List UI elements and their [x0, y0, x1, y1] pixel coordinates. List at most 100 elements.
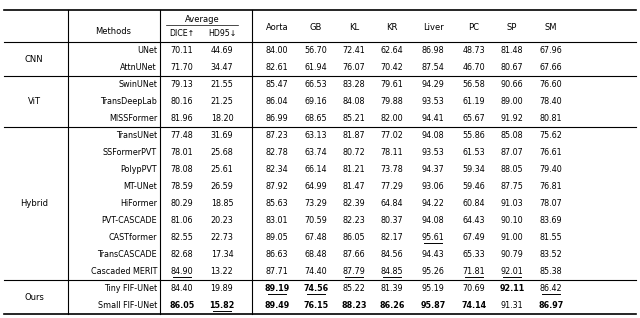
Text: Average: Average: [184, 15, 220, 24]
Text: 21.25: 21.25: [211, 97, 234, 106]
Text: 94.29: 94.29: [422, 80, 444, 89]
Text: SwinUNet: SwinUNet: [118, 80, 157, 89]
Text: 74.14: 74.14: [461, 301, 486, 310]
Text: 82.00: 82.00: [381, 114, 403, 123]
Text: Ours: Ours: [24, 293, 44, 301]
Text: 87.66: 87.66: [342, 250, 365, 259]
Text: 89.00: 89.00: [500, 97, 524, 106]
Text: 67.96: 67.96: [540, 46, 563, 55]
Text: 94.43: 94.43: [422, 250, 444, 259]
Text: 61.19: 61.19: [463, 97, 485, 106]
Text: 19.89: 19.89: [211, 284, 234, 293]
Text: KL: KL: [349, 24, 359, 32]
Text: 93.06: 93.06: [422, 182, 444, 191]
Text: 82.34: 82.34: [266, 165, 288, 174]
Text: SM: SM: [545, 24, 557, 32]
Text: 85.22: 85.22: [342, 284, 365, 293]
Text: 64.84: 64.84: [381, 199, 403, 208]
Text: 86.04: 86.04: [266, 97, 288, 106]
Text: 68.48: 68.48: [305, 250, 327, 259]
Text: Tiny FIF-UNet: Tiny FIF-UNet: [104, 284, 157, 293]
Text: 84.00: 84.00: [266, 46, 288, 55]
Text: 89.49: 89.49: [264, 301, 290, 310]
Text: 80.29: 80.29: [171, 199, 193, 208]
Text: MT-UNet: MT-UNet: [124, 182, 157, 191]
Text: HD95↓: HD95↓: [208, 29, 236, 38]
Text: 68.65: 68.65: [305, 114, 327, 123]
Text: AttnUNet: AttnUNet: [120, 63, 157, 72]
Text: 87.79: 87.79: [342, 267, 365, 276]
Text: 66.53: 66.53: [305, 80, 327, 89]
Text: 77.02: 77.02: [381, 131, 403, 140]
Text: 76.61: 76.61: [540, 148, 563, 157]
Text: 64.43: 64.43: [463, 216, 485, 225]
Text: ViT: ViT: [28, 97, 40, 106]
Text: 84.85: 84.85: [381, 267, 403, 276]
Text: 79.61: 79.61: [381, 80, 403, 89]
Text: 81.87: 81.87: [342, 131, 365, 140]
Text: 92.11: 92.11: [499, 284, 525, 293]
Text: 95.87: 95.87: [420, 301, 445, 310]
Text: 75.62: 75.62: [540, 131, 563, 140]
Text: GB: GB: [310, 24, 322, 32]
Text: PVT-CASCADE: PVT-CASCADE: [101, 216, 157, 225]
Text: 59.46: 59.46: [463, 182, 485, 191]
Text: 63.74: 63.74: [305, 148, 327, 157]
Text: 46.70: 46.70: [463, 63, 485, 72]
Text: 71.70: 71.70: [171, 63, 193, 72]
Text: 89.19: 89.19: [264, 284, 290, 293]
Text: 73.29: 73.29: [305, 199, 328, 208]
Text: 92.01: 92.01: [500, 267, 524, 276]
Text: 31.69: 31.69: [211, 131, 234, 140]
Text: 78.40: 78.40: [540, 97, 563, 106]
Text: 67.49: 67.49: [463, 233, 485, 242]
Text: 61.94: 61.94: [305, 63, 327, 72]
Text: 90.10: 90.10: [500, 216, 524, 225]
Text: 80.81: 80.81: [540, 114, 563, 123]
Text: 87.75: 87.75: [500, 182, 524, 191]
Text: 81.48: 81.48: [500, 46, 524, 55]
Text: 66.14: 66.14: [305, 165, 327, 174]
Text: 79.88: 79.88: [381, 97, 403, 106]
Text: Liver: Liver: [422, 24, 444, 32]
Text: 56.70: 56.70: [305, 46, 328, 55]
Text: 85.47: 85.47: [266, 80, 289, 89]
Text: Hybrid: Hybrid: [20, 199, 48, 208]
Text: TransDeepLab: TransDeepLab: [100, 97, 157, 106]
Text: 77.48: 77.48: [171, 131, 193, 140]
Text: 48.73: 48.73: [463, 46, 485, 55]
Text: 88.23: 88.23: [341, 301, 367, 310]
Text: 87.23: 87.23: [266, 131, 289, 140]
Text: 80.72: 80.72: [342, 148, 365, 157]
Text: 64.99: 64.99: [305, 182, 328, 191]
Text: 95.26: 95.26: [422, 267, 444, 276]
Text: 95.61: 95.61: [422, 233, 444, 242]
Text: DICE↑: DICE↑: [170, 29, 195, 38]
Text: 25.68: 25.68: [211, 148, 234, 157]
Text: 94.37: 94.37: [422, 165, 444, 174]
Text: 70.11: 70.11: [171, 46, 193, 55]
Text: 60.84: 60.84: [463, 199, 485, 208]
Text: 84.56: 84.56: [381, 250, 403, 259]
Text: 44.69: 44.69: [211, 46, 234, 55]
Text: Small FIF-UNet: Small FIF-UNet: [98, 301, 157, 310]
Text: 71.81: 71.81: [463, 267, 485, 276]
Text: Methods: Methods: [95, 27, 131, 37]
Text: 65.33: 65.33: [463, 250, 485, 259]
Text: 90.79: 90.79: [500, 250, 524, 259]
Text: 18.20: 18.20: [211, 114, 234, 123]
Text: 84.40: 84.40: [171, 284, 193, 293]
Text: 82.17: 82.17: [381, 233, 403, 242]
Text: 82.23: 82.23: [342, 216, 365, 225]
Text: 78.08: 78.08: [171, 165, 193, 174]
Text: 81.06: 81.06: [171, 216, 193, 225]
Text: 67.66: 67.66: [540, 63, 563, 72]
Text: 94.08: 94.08: [422, 216, 444, 225]
Text: 70.42: 70.42: [381, 63, 403, 72]
Text: 80.67: 80.67: [500, 63, 524, 72]
Text: 76.15: 76.15: [303, 301, 328, 310]
Text: 86.26: 86.26: [380, 301, 404, 310]
Text: 69.16: 69.16: [305, 97, 327, 106]
Text: 78.01: 78.01: [171, 148, 193, 157]
Text: 26.59: 26.59: [211, 182, 234, 191]
